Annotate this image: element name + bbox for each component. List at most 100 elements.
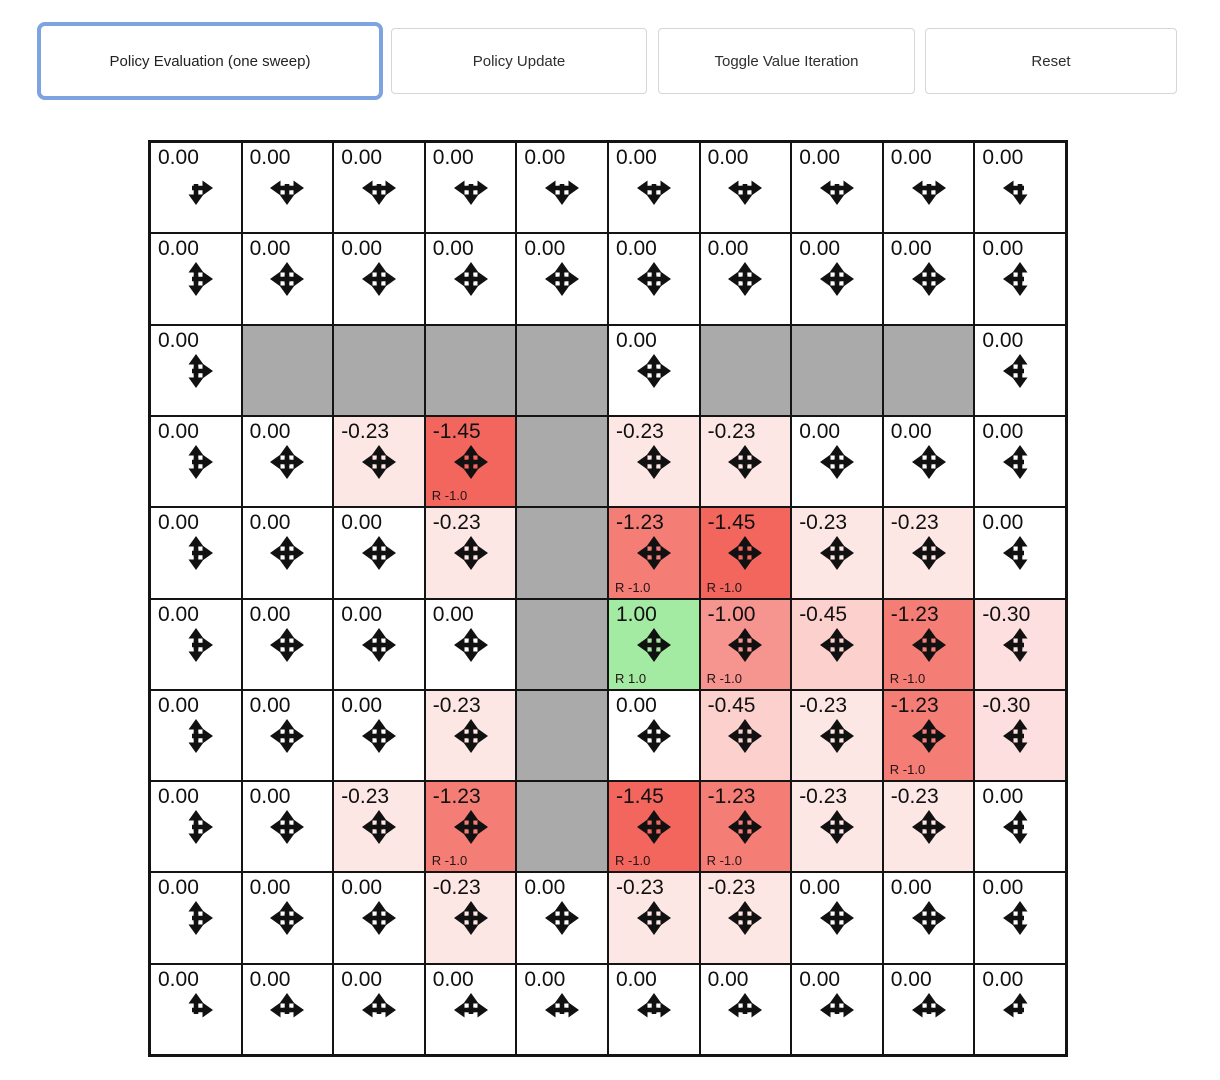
policy-arrows-icon	[1003, 536, 1028, 571]
cell-reward-label: R -1.0	[706, 670, 742, 686]
policy-arrows-icon	[819, 627, 854, 662]
cell-value: -0.23	[432, 876, 481, 900]
cell-value: -0.23	[615, 419, 664, 443]
cell-value: 0.00	[249, 419, 291, 443]
cell-reward-label: R -1.0	[706, 579, 742, 595]
cell-value: -0.45	[799, 602, 848, 626]
wall-cell	[699, 324, 792, 416]
policy-arrows-icon	[911, 180, 946, 205]
policy-arrows-icon	[270, 262, 305, 297]
policy-arrows-icon	[1003, 810, 1028, 845]
grid-cell: -0.23	[791, 689, 883, 782]
policy-arrows-icon	[636, 992, 671, 1018]
policy-arrows-icon	[188, 627, 213, 662]
policy-arrows-icon	[636, 180, 671, 205]
grid-cell: -1.23 R -1.0	[699, 781, 792, 873]
cell-reward-label: R -1.0	[431, 853, 468, 869]
policy-arrows-icon	[728, 536, 763, 571]
grid-cell: 0.00	[150, 507, 242, 599]
grid-cell: 0.00	[607, 689, 700, 782]
cell-value: -0.23	[432, 511, 481, 535]
grid-cell: 0.00	[516, 142, 608, 234]
grid-cell: -0.45	[791, 598, 883, 690]
cell-value: 1.00	[615, 602, 657, 626]
cell-reward-label: R -1.0	[706, 853, 742, 869]
grid-cell: -0.23	[699, 872, 792, 964]
grid-cell: 0.00	[974, 415, 1066, 508]
wall-cell	[333, 324, 425, 416]
grid-cell: 0.00	[333, 507, 425, 599]
policy-arrows-icon	[361, 627, 396, 662]
policy-arrows-icon	[270, 718, 305, 753]
policy-arrows-icon	[911, 444, 946, 479]
policy-arrows-icon	[819, 718, 854, 753]
grid-cell: 0.00	[333, 233, 425, 325]
cell-reward-label: R 1.0	[614, 670, 647, 686]
policy-arrows-icon	[453, 444, 488, 479]
policy-arrows-icon	[361, 536, 396, 571]
cell-value: 0.00	[249, 967, 291, 991]
grid-cell: -1.23 R -1.0	[607, 507, 700, 599]
policy-update-button[interactable]: Policy Update	[391, 28, 647, 94]
cell-value: 0.00	[982, 785, 1024, 809]
cell-value: 0.00	[982, 511, 1024, 535]
cell-reward-label: R -1.0	[614, 853, 651, 869]
policy-evaluation-button[interactable]: Policy Evaluation (one sweep)	[37, 22, 383, 100]
policy-arrows-icon	[270, 444, 305, 479]
cell-value: -1.00	[707, 602, 756, 626]
policy-arrows-icon	[911, 262, 946, 297]
policy-arrows-icon	[1003, 444, 1028, 479]
grid-cell: 0.00	[882, 142, 975, 234]
grid-cell: 0.00	[241, 507, 334, 599]
cell-value: 0.00	[158, 967, 199, 991]
policy-arrows-icon	[819, 992, 854, 1018]
grid-cell: 1.00 R 1.0	[607, 598, 700, 690]
grid-cell: 0.00	[607, 233, 700, 325]
grid-cell: 0.00	[150, 233, 242, 325]
policy-arrows-icon	[728, 901, 763, 936]
wall-cell	[516, 507, 608, 599]
policy-arrows-icon	[728, 627, 763, 662]
grid-cell: 0.00	[882, 233, 975, 325]
grid-cell: 0.00	[150, 872, 242, 964]
policy-arrows-icon	[361, 810, 396, 845]
policy-arrows-icon	[188, 536, 213, 571]
grid-cell: 0.00	[974, 142, 1066, 234]
policy-arrows-icon	[270, 810, 305, 845]
policy-arrows-icon	[188, 444, 213, 479]
cell-value: 0.00	[890, 146, 932, 169]
grid-cell: 0.00	[974, 324, 1066, 416]
policy-arrows-icon	[188, 262, 213, 297]
grid-cell: 0.00	[699, 963, 792, 1055]
grid-cell: 0.00	[974, 507, 1066, 599]
grid-cell: 0.00	[974, 963, 1066, 1055]
reset-button[interactable]: Reset	[925, 28, 1177, 94]
grid-cell: 0.00	[150, 963, 242, 1055]
cell-value: -0.23	[432, 693, 481, 717]
grid-cell: -0.30	[974, 598, 1066, 690]
policy-arrows-icon	[1003, 901, 1028, 936]
grid-cell: 0.00	[150, 781, 242, 873]
grid-cell: -1.23 R -1.0	[882, 598, 975, 690]
policy-arrows-icon	[1003, 262, 1028, 297]
policy-arrows-icon	[361, 262, 396, 297]
cell-value: 0.00	[158, 693, 199, 717]
wall-cell	[882, 324, 975, 416]
grid-cell: 0.00	[699, 233, 792, 325]
grid-cell: 0.00	[241, 872, 334, 964]
cell-value: 0.00	[158, 876, 199, 900]
cell-value: 0.00	[615, 237, 657, 261]
policy-arrows-icon	[270, 536, 305, 571]
cell-value: 0.00	[249, 876, 291, 900]
cell-value: -1.45	[615, 785, 664, 809]
grid-cell: 0.00	[974, 781, 1066, 873]
grid-cell: -0.23	[333, 415, 425, 508]
grid-cell: -0.45	[699, 689, 792, 782]
policy-arrows-icon	[911, 992, 946, 1018]
cell-value: 0.00	[524, 146, 566, 169]
policy-arrows-icon	[361, 901, 396, 936]
cell-value: 0.00	[982, 967, 1024, 991]
toggle-value-iteration-button[interactable]: Toggle Value Iteration	[658, 28, 915, 94]
cell-value: 0.00	[432, 237, 474, 261]
